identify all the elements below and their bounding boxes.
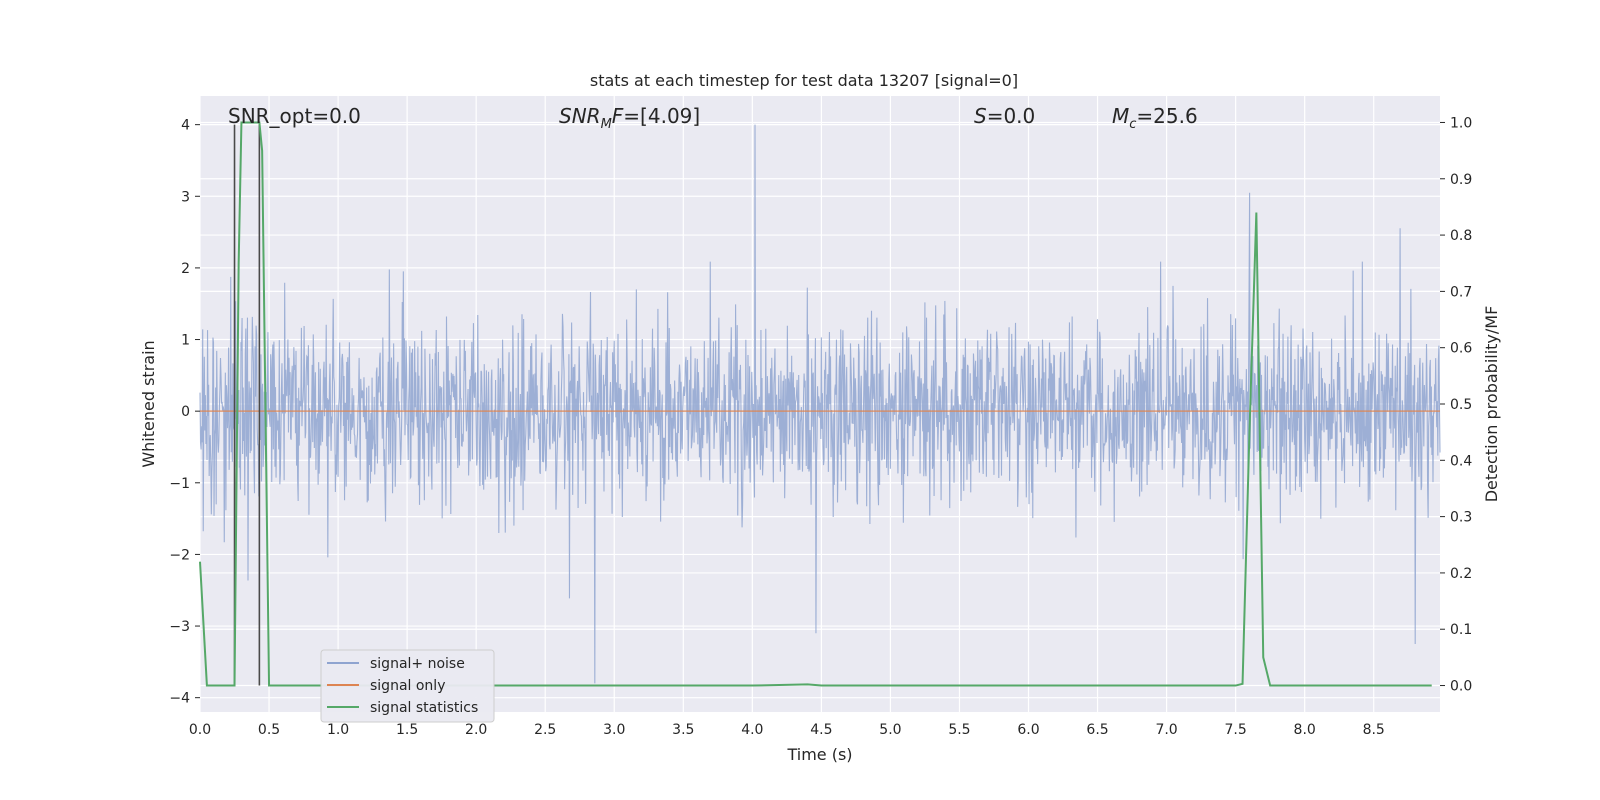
y-right-axis-label: Detection probability/MF [1482,306,1501,503]
y-tick-label: −1 [169,476,190,492]
legend: signal+ noise signal only signal statist… [320,649,495,723]
s-symbol: S [974,104,987,128]
x-tick-label: 6.5 [1086,722,1108,738]
signal-statistics-series [199,121,1432,687]
y-right-tick-label: 0.2 [1450,566,1472,582]
x-tick-label: 8.0 [1294,722,1316,738]
snr-mf-annotation: SNRMF=[4.09] [559,104,700,132]
y-axis-label: Whitened strain [139,340,158,467]
x-tick-label: 5.5 [948,722,970,738]
y-right-tick-label: 1.0 [1450,115,1472,131]
mc-subscript: c [1129,117,1136,132]
y-right-tick-label: 0.3 [1450,510,1472,526]
snr-mf-symbol: SNR [559,104,601,128]
legend-label-noise: signal+ noise [370,656,465,672]
x-tick-label: 2.5 [534,722,556,738]
x-tick-label: 1.0 [327,722,349,738]
y-tick-labels: 4 3 2 1 0 −1 −2 −3 −4 [169,118,200,707]
y-tick-label: 2 [181,261,190,277]
mc-symbol: M [1112,104,1129,128]
x-tick-label: 0.0 [189,722,211,738]
x-tick-label: 2.0 [465,722,487,738]
y-tick-label: −2 [169,547,190,563]
x-tick-label: 6.0 [1017,722,1039,738]
x-tick-label: 7.5 [1225,722,1247,738]
x-tick-label: 4.0 [741,722,763,738]
y-right-tick-label: 0.7 [1450,284,1472,300]
x-tick-label: 5.0 [879,722,901,738]
y-tick-label: 3 [181,189,190,205]
y-right-tick-label: 0.8 [1450,228,1472,244]
y-tick-label: −4 [169,691,190,707]
y-right-tick-labels: 1.0 0.9 0.8 0.7 0.6 0.5 0.4 0.3 0.2 0.1 0.0 [1440,115,1472,695]
x-tick-label: 3.5 [672,722,694,738]
snr-mf-value: =[4.09] [623,104,700,128]
s-annotation: S=0.0 [974,104,1035,128]
snr-mf-subscript: M [601,117,612,132]
x-tick-label: 0.5 [258,722,280,738]
mc-annotation: Mc=25.6 [1112,104,1198,132]
legend-box [320,649,495,723]
y-tick-label: 1 [181,333,190,349]
y-right-tick-label: 0.0 [1450,679,1472,695]
x-tick-label: 8.5 [1363,722,1385,738]
y-tick-label: −3 [169,619,190,635]
y-right-tick-label: 0.6 [1450,341,1472,357]
chart-title: stats at each timestep for test data 132… [590,71,1018,90]
x-tick-labels: 0.0 0.5 1.0 1.5 2.0 2.5 3.0 3.5 4.0 4.5 5.0 5.5 6.0 6… [189,722,1385,738]
mc-value: =25.6 [1136,104,1197,128]
s-value: =0.0 [987,104,1036,128]
y-right-tick-label: 0.9 [1450,172,1472,188]
x-tick-label: 3.0 [603,722,625,738]
y-right-tick-label: 0.1 [1450,622,1472,638]
legend-label-signal-only: signal only [370,678,445,694]
x-tick-label: 1.5 [396,722,418,738]
y-right-tick-label: 0.4 [1450,453,1472,469]
y-tick-label: 0 [181,404,190,420]
noise-line [199,124,1441,684]
snr-mf-symbol-2: F [612,104,624,128]
noise-series [199,124,1441,684]
x-tick-label: 7.0 [1155,722,1177,738]
y-right-tick-label: 0.5 [1450,397,1472,413]
y-tick-label: 4 [181,118,190,134]
snr-opt-annotation: SNR_opt=0.0 [228,104,361,128]
x-axis-label: Time (s) [786,745,852,764]
legend-label-statistics: signal statistics [370,700,478,716]
x-tick-label: 4.5 [810,722,832,738]
